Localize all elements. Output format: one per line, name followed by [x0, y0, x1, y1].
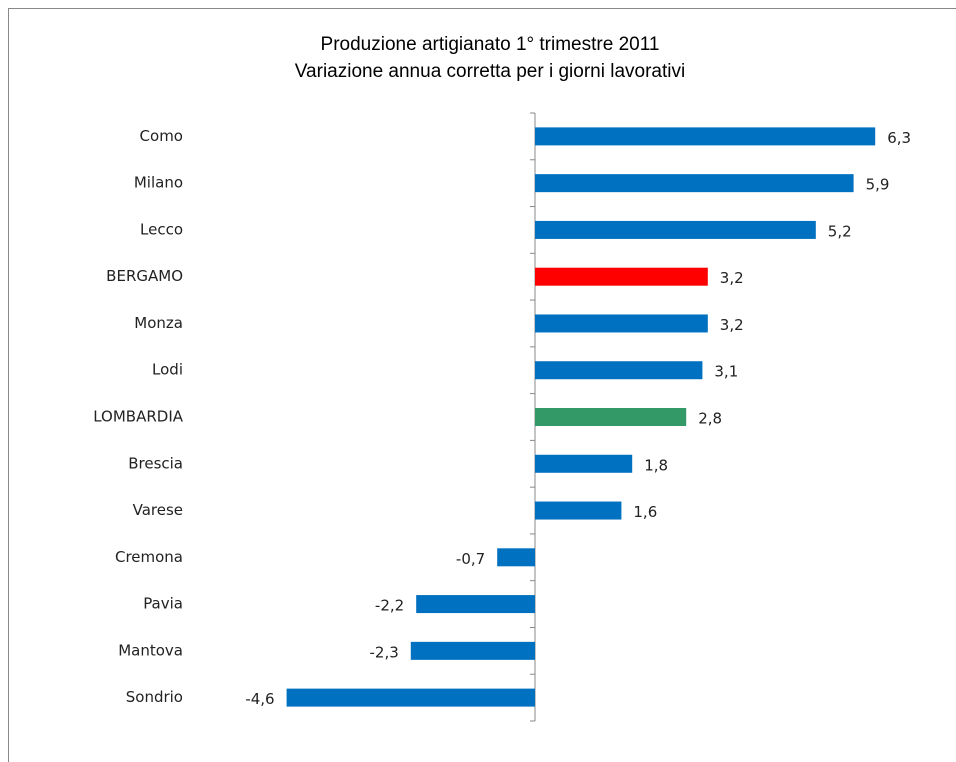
value-label: -2,2 — [375, 597, 404, 615]
bar — [535, 174, 854, 193]
value-label: -4,6 — [245, 690, 274, 708]
bar — [410, 641, 535, 660]
bar — [535, 267, 708, 286]
value-label: 3,2 — [720, 269, 744, 287]
value-label: 5,9 — [866, 176, 890, 194]
bar — [535, 220, 816, 239]
bar — [497, 548, 535, 567]
bar — [535, 361, 703, 380]
value-label: 3,2 — [720, 316, 744, 334]
y-tick-label: BERGAMO — [106, 267, 183, 285]
bar — [535, 408, 687, 426]
bar — [286, 688, 535, 707]
value-label: -0,7 — [456, 550, 485, 568]
y-tick-label: Mantova — [118, 641, 183, 659]
value-label: 6,3 — [887, 129, 911, 147]
value-label: 1,8 — [644, 456, 668, 474]
y-tick-label: Lodi — [152, 361, 183, 379]
value-label: -2,3 — [370, 643, 399, 661]
y-tick-label: Milano — [134, 174, 183, 192]
y-tick-label: Pavia — [143, 595, 183, 613]
bar — [535, 501, 622, 520]
bar — [416, 595, 535, 614]
bar — [535, 454, 633, 473]
y-tick-label: Cremona — [115, 548, 183, 566]
y-tick-label: Sondrio — [126, 688, 183, 706]
y-tick-label: Varese — [133, 501, 183, 519]
y-tick-label: Lecco — [140, 220, 183, 238]
bar — [535, 127, 876, 146]
chart-title: Produzione artigianato 1° trimestre 2011 — [321, 34, 660, 55]
value-label: 5,2 — [828, 222, 852, 240]
y-tick-label: Monza — [134, 314, 183, 332]
bar — [535, 314, 708, 333]
value-label: 3,1 — [714, 363, 738, 381]
chart-subtitle: Variazione annua corretta per i giorni l… — [295, 61, 685, 82]
value-label: 2,8 — [698, 410, 722, 428]
value-label: 1,6 — [633, 503, 657, 521]
y-tick-label: Brescia — [128, 454, 183, 472]
y-tick-label: Como — [140, 127, 183, 145]
y-tick-label: LOMBARDIA — [93, 408, 184, 426]
